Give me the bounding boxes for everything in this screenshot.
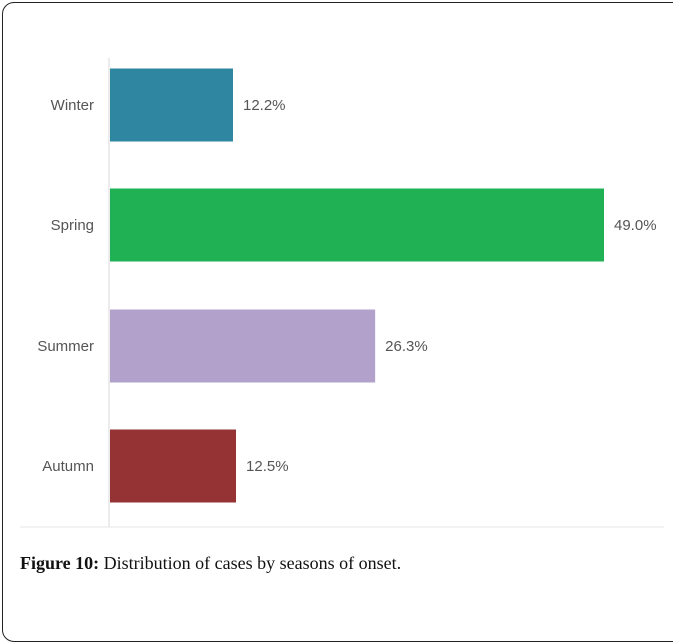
value-label-summer: 26.3% <box>385 338 428 355</box>
bar-winter <box>110 68 233 142</box>
category-label-summer: Summer <box>37 338 94 355</box>
bar-summer <box>110 309 376 383</box>
bar-chart: Winter 12.2% Spring 49.0% Summer 26.3% Autumn 1… <box>20 58 664 528</box>
category-label-winter: Winter <box>51 97 94 114</box>
category-label-autumn: Autumn <box>42 458 94 475</box>
figure-caption: Figure 10: Distribution of cases by seas… <box>20 553 401 574</box>
value-label-winter: 12.2% <box>243 97 286 114</box>
bar-autumn <box>110 429 237 503</box>
category-label-spring: Spring <box>51 217 94 234</box>
bar-spring <box>110 188 604 262</box>
figure-caption-text: Distribution of cases by seasons of onse… <box>103 553 402 573</box>
figure-caption-label: Figure 10: <box>20 553 100 573</box>
value-label-spring: 49.0% <box>614 217 657 234</box>
value-label-autumn: 12.5% <box>246 458 289 475</box>
